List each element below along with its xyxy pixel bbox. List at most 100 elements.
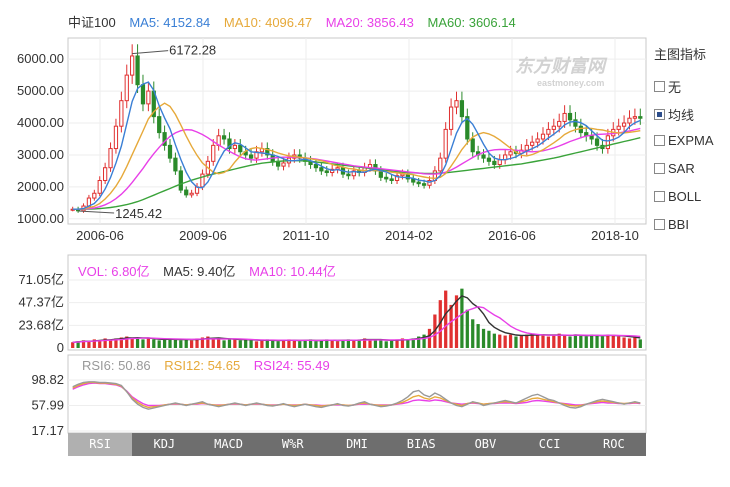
candle-body xyxy=(394,175,400,181)
ma5-legend: MA5: 4152.84 xyxy=(129,15,211,30)
tab-5[interactable]: DMI xyxy=(346,437,368,451)
price-tick-label: 6000.00 xyxy=(17,51,64,66)
indicator-option-1[interactable]: 无 xyxy=(654,77,681,96)
volume-bar xyxy=(492,333,496,348)
tab-2[interactable]: KDJ xyxy=(153,437,176,451)
volume-bar xyxy=(114,338,118,348)
candle-body xyxy=(167,144,173,159)
indicator-option-5[interactable]: BOLL xyxy=(654,189,701,204)
volume-bar xyxy=(130,337,134,348)
high-annotation: 6172.28 xyxy=(169,43,216,58)
vol-ma5-legend: MA5: 9.40亿 xyxy=(163,264,236,279)
volume-bar xyxy=(271,340,275,348)
candle-body xyxy=(589,135,594,140)
indicator-option-4[interactable]: SAR xyxy=(654,161,695,176)
candle-body xyxy=(497,159,502,166)
volume-bar xyxy=(298,341,302,348)
tab-8[interactable]: CCI xyxy=(538,437,561,451)
tab-1[interactable]: RSI xyxy=(68,433,133,456)
rsi-panel xyxy=(67,354,647,434)
volume-bar xyxy=(308,339,313,348)
volume-bar xyxy=(557,333,561,348)
tab-6[interactable]: BIAS xyxy=(406,437,436,451)
low-annotation: 1245.42 xyxy=(115,206,162,221)
volume-bar xyxy=(595,335,599,348)
indicator-option-label: 均线 xyxy=(668,108,695,123)
volume-bar xyxy=(454,295,459,348)
volume-bar xyxy=(200,337,205,348)
indicator-checkbox[interactable] xyxy=(654,191,665,202)
volume-bar xyxy=(157,340,161,348)
candle-body xyxy=(178,170,183,191)
rsi24-legend: RSI24: 55.49 xyxy=(253,358,330,373)
candle-body xyxy=(238,144,243,153)
volume-bar xyxy=(487,330,491,348)
vol-ma10-legend: MA10: 10.44亿 xyxy=(249,264,336,279)
candle-body xyxy=(638,116,643,119)
volume-bar xyxy=(546,336,551,348)
candle-body xyxy=(448,106,454,130)
indicator-checkbox[interactable] xyxy=(654,135,665,146)
indicator-checkbox[interactable] xyxy=(654,219,665,230)
volume-bar xyxy=(281,340,286,348)
volume-bar xyxy=(276,341,280,348)
candle-body xyxy=(232,144,237,150)
volume-bar xyxy=(379,340,383,348)
volume-bar xyxy=(217,339,221,348)
volume-bar xyxy=(422,334,426,348)
volume-bar xyxy=(427,328,432,348)
high-annotation-line xyxy=(132,50,169,55)
vol-legend: VOL: 6.80亿 xyxy=(78,264,150,279)
tab-4[interactable]: W%R xyxy=(281,437,304,451)
candle-body xyxy=(621,122,627,127)
volume-bar xyxy=(325,339,329,348)
volume-bar xyxy=(373,339,378,348)
volume-bar xyxy=(244,339,248,348)
indicator-option-2[interactable]: 均线 xyxy=(654,105,694,124)
rsi6-legend: RSI6: 50.86 xyxy=(82,358,151,373)
indicator-checkbox[interactable] xyxy=(654,163,665,174)
volume-bar xyxy=(352,340,356,348)
volume-bar xyxy=(179,340,183,348)
candle-body xyxy=(546,128,551,135)
candle-body xyxy=(524,144,529,151)
price-tick-label: 4000.00 xyxy=(17,115,64,130)
candle-body xyxy=(92,192,97,199)
x-tick-label: 2011-10 xyxy=(283,228,330,243)
candle-body xyxy=(378,170,383,178)
volume-bar xyxy=(579,335,583,348)
candle-body xyxy=(530,141,535,146)
indicator-option-6[interactable]: BBI xyxy=(654,217,689,232)
index-name: 中证100 xyxy=(68,15,116,30)
volume-bar xyxy=(190,340,194,348)
tab-3[interactable]: MACD xyxy=(214,437,243,451)
candle-body xyxy=(557,120,562,127)
tab-9[interactable]: ROC xyxy=(603,437,625,451)
price-legend: 中证100 MA5: 4152.84 MA10: 4096.47 MA20: 3… xyxy=(68,12,526,31)
low-annotation-line xyxy=(78,210,115,214)
candle-body xyxy=(551,125,556,130)
volume-bar xyxy=(92,339,96,348)
volume-bar xyxy=(552,334,556,348)
volume-bar xyxy=(287,339,291,348)
volume-bar xyxy=(292,340,296,348)
indicator-option-label: EXPMA xyxy=(668,133,714,148)
candle-body xyxy=(389,178,394,181)
volume-bar xyxy=(498,334,502,348)
volume-bar xyxy=(76,341,80,348)
indicator-checkbox[interactable] xyxy=(654,81,665,92)
volume-bar xyxy=(400,338,405,348)
candle-body xyxy=(384,176,389,180)
volume-bar xyxy=(514,336,518,348)
volume-bar xyxy=(622,337,626,348)
rsi-legend: RSI6: 50.86 RSI12: 54.65 RSI24: 55.49 xyxy=(82,358,340,373)
rsi12-legend: RSI12: 54.65 xyxy=(164,358,241,373)
volume-bar xyxy=(465,309,469,348)
volume-bar xyxy=(146,338,151,348)
indicator-checkbox[interactable] xyxy=(654,109,665,120)
candle-body xyxy=(184,189,189,196)
tab-7[interactable]: OBV xyxy=(474,437,497,451)
ma20-line xyxy=(72,127,641,210)
volume-bar xyxy=(460,288,464,348)
indicator-option-3[interactable]: EXPMA xyxy=(654,133,714,148)
